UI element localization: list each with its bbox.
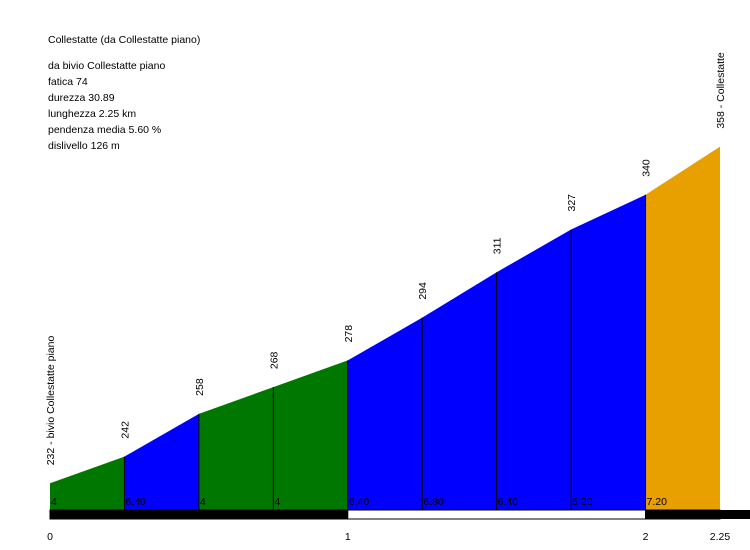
info-line-pendenza: pendenza media 5.60 % (48, 124, 162, 136)
x-tick-label-3: 2.25 (710, 531, 731, 543)
elevation-label-0: 232 - bivio Collestatte piano (45, 336, 57, 466)
gradient-label-8: 7.20 (647, 496, 668, 508)
elevation-label-4: 278 (343, 325, 355, 343)
profile-segment-8 (645, 146, 720, 510)
elevation-label-1: 242 (119, 421, 131, 439)
gradient-label-4: 6.40 (349, 496, 370, 508)
profile-info: Collestatte (da Collestatte piano) da bi… (48, 32, 200, 154)
profile-segment-2 (198, 387, 274, 510)
profile-segment-7 (571, 194, 646, 510)
profile-segment-5 (422, 272, 497, 510)
profile-segment-3 (273, 360, 348, 510)
profile-title: Collestatte (da Collestatte piano) (48, 34, 201, 46)
elevation-label-8: 340 (641, 159, 653, 177)
gradient-label-7: 5.20 (572, 496, 593, 508)
gradient-label-3: 4 (274, 496, 280, 508)
profile-segment-4 (347, 317, 423, 510)
km-scale-segment-0 (49, 509, 349, 520)
x-tick-label-2: 2 (643, 531, 649, 543)
profile-segment-0 (50, 456, 125, 510)
elevation-label-3: 268 (268, 351, 280, 369)
elevation-label-5: 294 (417, 282, 429, 300)
info-line-lunghezza: lunghezza 2.25 km (48, 108, 137, 120)
gradient-label-2: 4 (200, 496, 206, 508)
elevation-label-9: 358 - Collestatte (715, 52, 727, 129)
km-scale-segment-1 (347, 509, 647, 520)
elevation-label-2: 258 (194, 378, 206, 396)
gradient-label-1: 6.40 (125, 496, 146, 508)
km-scale-tail (720, 510, 750, 519)
info-line-durezza: durezza 30.89 (48, 92, 115, 104)
profile-segment-6 (496, 229, 572, 510)
info-line-dislivello: dislivello 126 m (48, 140, 120, 152)
gradient-label-5: 6.80 (423, 496, 444, 508)
profile-segment-1 (124, 413, 199, 510)
info-line-fatica: fatica 74 (48, 76, 88, 88)
x-tick-label-0: 0 (47, 531, 53, 543)
km-scale-segment-2 (645, 509, 721, 520)
gradient-label-6: 6.40 (498, 496, 519, 508)
gradient-label-0: 4 (51, 496, 57, 508)
elevation-label-7: 327 (566, 194, 578, 212)
elevation-label-6: 311 (492, 237, 504, 254)
info-line-start: da bivio Collestatte piano (48, 60, 166, 72)
x-tick-label-1: 1 (345, 531, 351, 543)
